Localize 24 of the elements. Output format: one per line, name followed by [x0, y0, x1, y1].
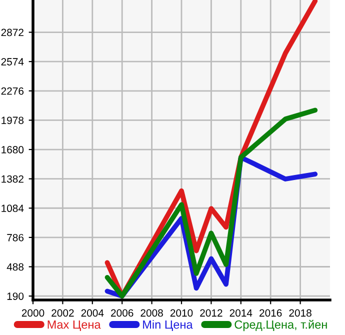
line-series: [104, 108, 318, 298]
x-tick-label: 2002: [52, 309, 74, 317]
y-tick-label: 1084: [2, 204, 24, 212]
legend-label: Max Цена: [48, 320, 101, 331]
y-tick-label: 786: [7, 234, 24, 242]
x-tick-label: 2000: [22, 309, 44, 317]
x-tick-label: 2016: [260, 309, 282, 317]
y-tick-label: 1978: [2, 116, 24, 124]
y-tick-label: 1680: [2, 146, 24, 154]
x-tick-label: 2008: [140, 309, 163, 317]
legend-label: Min Цена: [143, 320, 193, 331]
y-tick-label: 2872: [1, 28, 24, 36]
x-tick-label: 2018: [289, 309, 312, 317]
legend-label: Сред.Цена, т.йен: [234, 320, 327, 332]
x-tick-label: 2010: [170, 309, 193, 317]
x-tick-label: 2012: [200, 309, 222, 317]
x-tick-label: 2004: [81, 309, 104, 317]
x-tick-label: 2014: [230, 309, 252, 317]
y-tick-label: 2276: [1, 87, 24, 95]
y-tick-label: 2574: [1, 58, 24, 66]
y-tick-label: 190: [7, 292, 24, 300]
y-tick-label: 488: [6, 263, 24, 271]
y-tick-label: 1382: [2, 175, 24, 183]
x-tick-label: 2006: [111, 309, 134, 317]
